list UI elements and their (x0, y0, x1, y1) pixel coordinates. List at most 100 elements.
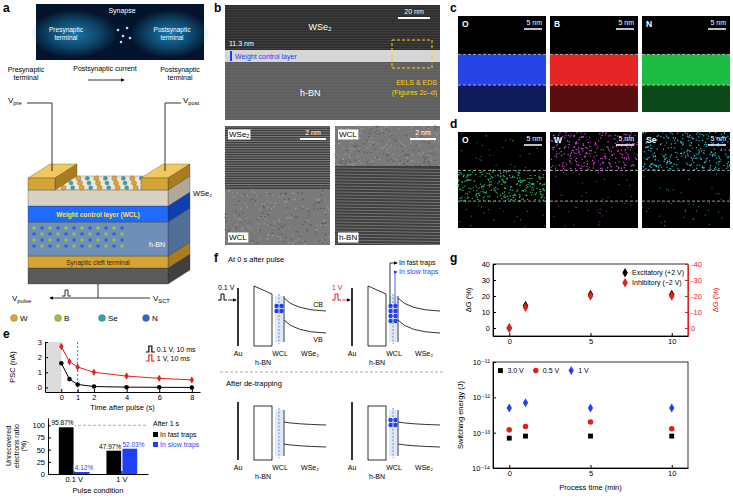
label: O (462, 19, 469, 29)
map-speckle (608, 150, 609, 151)
pre-wire (27, 103, 52, 171)
map-speckle (505, 188, 506, 189)
label: VB (313, 336, 323, 343)
scale-bar (410, 138, 436, 140)
texture (236, 223, 238, 225)
map-speckle (505, 182, 506, 183)
texture (286, 201, 288, 203)
texture (364, 151, 366, 153)
texture (232, 192, 234, 194)
texture (232, 228, 234, 230)
tick-mark (493, 312, 496, 313)
map-speckle (629, 185, 630, 186)
map-speckle (613, 201, 614, 202)
texture (364, 145, 366, 147)
wse2-atom (105, 181, 109, 185)
label: Vpulse (12, 294, 31, 304)
map-speckle (515, 199, 516, 200)
map-speckle (503, 171, 504, 172)
map-speckle (555, 165, 556, 166)
wse2-atom (114, 181, 119, 186)
fringe (335, 198, 440, 200)
hbn-atom (64, 226, 68, 230)
fringe (225, 27, 440, 28)
texture (382, 141, 384, 143)
map-speckle (578, 139, 579, 140)
map-speckle (619, 153, 620, 154)
label-sub: post (188, 100, 199, 106)
tick-label: 0 (486, 324, 490, 333)
texture (384, 137, 386, 139)
map-speckle (618, 184, 619, 185)
tem-wcl (225, 50, 440, 62)
map-speckle (704, 162, 705, 163)
map-speckle (714, 168, 715, 169)
texture (336, 141, 338, 143)
trapped-electron (393, 418, 397, 422)
label: Postsynapticterminal (154, 26, 192, 41)
texture (396, 140, 398, 142)
pre-electrode-front (28, 178, 55, 190)
map-speckle (467, 197, 468, 198)
map-speckle (703, 152, 704, 153)
map-speckle (513, 140, 514, 141)
texture (391, 159, 393, 161)
fringe (335, 174, 440, 176)
map-speckle (468, 174, 469, 175)
texture (438, 165, 440, 167)
map-speckle (555, 168, 556, 169)
map-speckle (468, 188, 469, 189)
map-speckle (507, 196, 508, 197)
texture (400, 145, 402, 147)
map-speckle (536, 188, 537, 189)
label: Au (348, 464, 357, 471)
map-speckle (523, 190, 524, 191)
tick-label: 6 (158, 393, 162, 402)
map-speckle (489, 174, 490, 175)
map-speckle (666, 136, 667, 137)
tick-mark (672, 333, 673, 336)
texture (346, 150, 348, 152)
wse2-atom (71, 186, 75, 190)
trapped-electron (393, 304, 397, 308)
map-speckle (625, 171, 626, 172)
map-speckle (529, 186, 530, 187)
map-speckle (624, 203, 625, 204)
map-speckle (535, 194, 536, 195)
wcl-line (279, 408, 280, 458)
hbn-atom (80, 232, 84, 236)
map-speckle (665, 154, 666, 155)
map-speckle (490, 181, 491, 182)
map-speckle (476, 142, 477, 143)
map-speckle (479, 172, 480, 173)
fringe (225, 175, 330, 176)
map-speckle (662, 132, 663, 133)
map-speckle (712, 155, 713, 156)
hbn-atom (56, 232, 60, 236)
map-speckle (690, 165, 691, 166)
texture (380, 133, 382, 135)
map-speckle (543, 184, 544, 185)
map-speckle (633, 165, 634, 166)
map-speckle (651, 201, 652, 202)
conduction-band (398, 422, 440, 425)
map-speckle (716, 173, 717, 174)
map-speckle (608, 148, 609, 149)
fringe (225, 46, 440, 47)
texture (262, 206, 264, 208)
map-speckle (677, 139, 678, 140)
label-group: h-BN (338, 233, 358, 243)
texture (224, 197, 226, 199)
map-speckle (519, 196, 520, 197)
map-speckle (698, 136, 699, 137)
map-speckle (530, 191, 531, 192)
texture (398, 127, 400, 129)
map-speckle (674, 143, 675, 144)
map-speckle (647, 146, 648, 147)
texture (339, 161, 341, 163)
texture (314, 202, 316, 204)
texture (299, 241, 301, 243)
fringe (335, 219, 440, 221)
map-speckle (671, 154, 672, 155)
wse2-atom (94, 176, 99, 181)
